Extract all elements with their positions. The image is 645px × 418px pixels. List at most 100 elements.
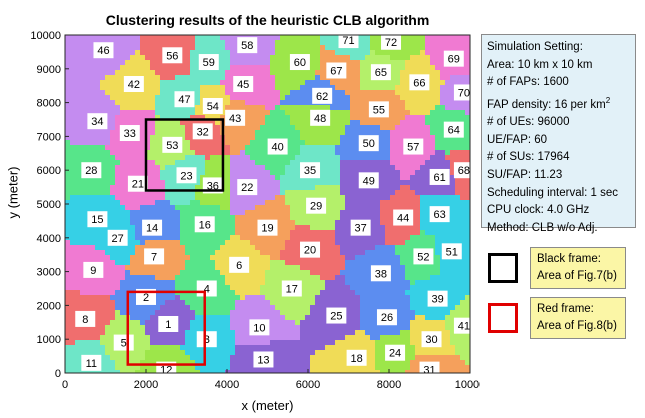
cluster-cell [260,155,266,161]
cluster-cell [375,80,381,86]
cluster-cell [435,40,441,46]
cluster-cell [205,170,211,176]
cluster-cell [355,190,361,196]
cluster-cell [390,270,396,276]
cluster-cell [280,200,286,206]
cluster-cell [120,320,126,326]
cluster-cell [125,275,131,281]
cluster-cell [465,305,470,311]
cluster-cell [165,225,171,231]
cluster-cell [210,300,216,306]
cluster-cell [205,230,211,236]
cluster-cell [125,260,131,266]
cluster-cell [455,150,461,156]
cluster-cell [425,205,431,211]
cluster-cell [420,125,426,131]
cluster-cell [410,200,416,206]
cluster-cell [440,85,446,91]
cluster-cell [205,85,211,91]
cluster-cell [305,35,311,41]
cluster-cell [355,60,361,66]
cluster-cell [135,90,141,96]
cluster-cell [155,105,161,111]
cluster-cell [200,300,206,306]
cluster-cell [430,220,436,226]
cluster-cell [325,35,331,41]
cluster-cell [415,235,421,241]
cluster-cell [175,305,181,311]
cluster-cell [450,305,456,311]
cluster-cell [125,250,131,256]
cluster-cell [190,205,196,211]
cluster-cell [90,180,96,186]
cluster-cell [410,275,416,281]
cluster-cell [275,235,281,241]
cluster-cell [155,40,161,46]
cluster-cell [140,130,146,136]
cluster-cell [400,275,406,281]
cluster-cell [420,285,426,291]
cluster-cell [305,125,311,131]
cluster-cell [200,210,206,216]
cluster-cell [275,185,281,191]
cluster-cell [395,180,401,186]
cluster-cell [295,260,301,266]
cluster-cell [460,215,466,221]
cluster-cell [110,75,116,81]
cluster-cell [380,60,386,66]
cluster-cell [225,170,231,176]
cluster-cell [365,290,371,296]
cluster-cell [345,195,351,201]
cluster-cell [110,165,116,171]
cluster-cell [410,320,416,326]
cluster-cell [65,155,71,161]
cluster-cell [150,65,156,71]
cluster-cell [100,315,106,321]
cluster-cell [460,45,466,51]
cluster-cell [210,80,216,86]
cluster-cell [330,170,336,176]
cluster-cell [175,70,181,76]
cluster-cell [160,70,166,76]
cluster-cell [295,300,301,306]
cluster-cell [455,220,461,226]
cluster-cell [100,80,106,86]
cluster-cell [335,110,341,116]
cluster-cell [185,325,191,331]
cluster-cell [345,65,351,71]
cluster-cell [260,35,266,41]
cluster-cell [340,235,346,241]
cluster-cell [335,190,341,196]
cluster-cell [105,170,111,176]
cluster-cell [460,140,466,146]
cluster-cell [375,290,381,296]
cluster-cell [275,275,281,281]
cluster-cell [410,285,416,291]
cluster-cell [245,220,251,226]
cluster-cell [215,230,221,236]
cluster-cell [320,55,326,61]
cluster-cell [385,195,391,201]
cluster-cell [290,320,296,326]
cluster-cell [255,95,261,101]
cluster-cell [430,105,436,111]
cluster-cell [215,300,221,306]
cluster-cell [285,175,291,181]
cluster-cell [420,325,426,331]
cluster-cell [310,130,316,136]
cluster-cell [390,250,396,256]
cluster-cell [385,115,391,121]
cluster-cell [65,325,71,331]
cluster-cell [95,95,101,101]
cluster-cell [380,160,386,166]
cluster-cell [270,195,276,201]
cluster-cell [375,235,381,241]
cluster-cell [250,215,256,221]
cluster-cell [120,75,126,81]
cluster-cell [285,185,291,191]
cluster-cell [105,220,111,226]
cluster-cell [225,125,231,131]
cluster-cell [300,180,306,186]
cluster-cell [270,315,276,321]
cluster-cell [250,70,256,76]
